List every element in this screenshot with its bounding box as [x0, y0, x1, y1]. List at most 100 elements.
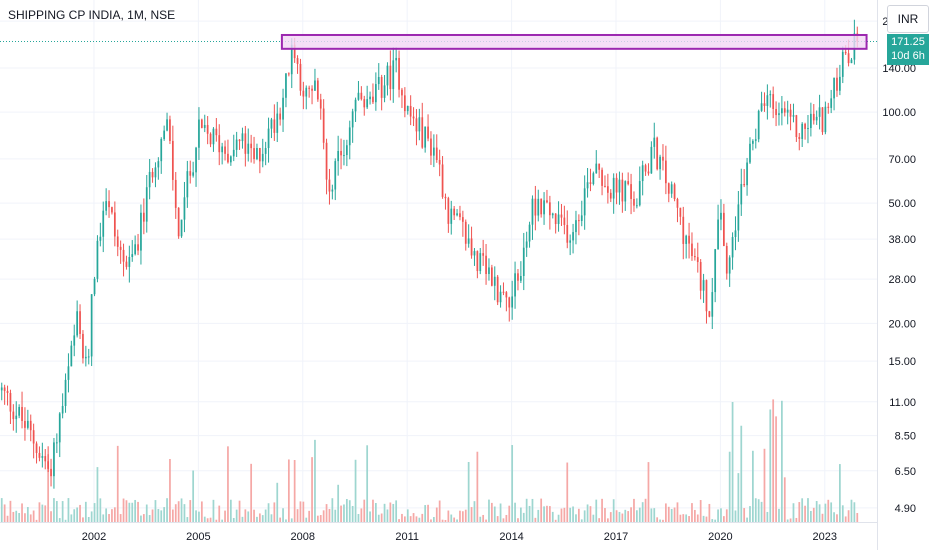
candle-body: [61, 405, 64, 414]
volume-bar: [810, 510, 812, 522]
candle-body: [314, 80, 316, 91]
resistance-zone-box[interactable]: [280, 33, 868, 50]
candle-body: [424, 126, 427, 148]
volume-bar: [380, 513, 383, 522]
candle-body: [496, 276, 499, 303]
candle-body: [325, 142, 328, 180]
time-tick-label: 2011: [395, 531, 419, 543]
candle-body: [421, 117, 424, 148]
price-tick-label: 70.00: [888, 154, 916, 166]
volume-bar: [519, 507, 522, 522]
candle-body: [676, 199, 679, 208]
volume-bar: [630, 507, 632, 522]
volume-bar: [708, 503, 711, 522]
volume-bar: [612, 499, 615, 522]
volume-bar: [32, 510, 35, 522]
time-axis[interactable]: 2002 2005 2008 2011 2014 2017 2020 2023: [82, 531, 837, 543]
volume-bar: [418, 517, 421, 522]
volume-bar: [461, 511, 464, 522]
candle-body: [528, 224, 531, 242]
candle-body: [847, 53, 850, 64]
candle-body: [522, 247, 525, 277]
volume-bar: [540, 498, 543, 522]
candle-body: [711, 292, 714, 317]
candle-body: [702, 280, 705, 291]
candle-body: [685, 235, 688, 244]
candle-body: [786, 109, 789, 113]
volume-bar: [836, 514, 838, 522]
volume-bar: [665, 503, 667, 522]
candle-body: [841, 51, 844, 77]
volume-bar: [807, 498, 809, 522]
candle-body: [247, 143, 250, 154]
candle-body: [250, 143, 253, 149]
volume-bar: [537, 509, 540, 522]
candle-body: [705, 280, 708, 312]
volume-bar: [26, 507, 29, 522]
volume-bar: [180, 498, 183, 522]
candle-body: [157, 161, 160, 168]
candle-body: [638, 181, 641, 206]
volume-bar: [496, 516, 499, 522]
candle-body: [111, 207, 113, 213]
candle-body: [215, 128, 218, 136]
candle-body: [134, 244, 137, 255]
candle-body: [493, 276, 496, 286]
volume-bar: [447, 510, 450, 522]
candle-body: [725, 245, 728, 274]
price-tick-label: 140.00: [882, 63, 916, 75]
volume-bar: [694, 509, 696, 522]
candle-body: [476, 251, 479, 272]
candle-body: [621, 179, 624, 202]
volume-bar: [293, 460, 296, 522]
volume-bar: [850, 499, 853, 522]
candle-body: [403, 95, 406, 112]
volume-bar: [479, 516, 482, 522]
volume-bar: [374, 503, 377, 522]
volume-bar: [476, 451, 479, 522]
candle-body: [316, 80, 319, 100]
volume-bar: [311, 457, 313, 522]
candle-body: [3, 387, 6, 391]
volume-bar: [482, 514, 485, 522]
candle-body: [174, 179, 177, 208]
volume-bar: [781, 400, 783, 522]
candle-body: [459, 213, 461, 218]
volume-bar: [505, 514, 508, 522]
symbol-title[interactable]: SHIPPING CP INDIA, 1M, NSE: [8, 8, 176, 22]
candle-body: [537, 198, 540, 216]
price-axis[interactable]: 4.90 6.50 8.50 11.00 15.00 20.00 28.00 38.00 50.…: [882, 16, 916, 515]
volume-bar: [157, 509, 160, 522]
volume-bar: [818, 504, 821, 522]
volume-bar: [737, 473, 740, 522]
volume-bar: [151, 509, 154, 522]
last-price-badge: 171.25 10d 6h: [887, 33, 929, 65]
volume-bar: [435, 507, 438, 522]
volume-bar: [705, 516, 708, 522]
volume-bar: [662, 519, 664, 522]
candle-body: [511, 296, 514, 308]
candle-body: [827, 106, 830, 108]
volume-bar: [337, 484, 340, 522]
volume-bar: [427, 504, 429, 522]
volume-bar: [560, 508, 563, 522]
candle-body: [99, 236, 102, 241]
candle-body: [351, 111, 354, 128]
candle-body: [389, 65, 392, 90]
candle-body: [354, 99, 357, 112]
volume-bar: [41, 504, 44, 522]
volume-bar: [653, 508, 656, 522]
candle-body: [644, 165, 647, 172]
volume-bar: [224, 510, 226, 522]
candle-body: [778, 113, 780, 116]
candle-body: [502, 291, 505, 293]
candle-body: [482, 253, 485, 256]
currency-selector[interactable]: INR: [887, 5, 929, 33]
volume-bar: [667, 506, 670, 522]
volume-bar: [105, 508, 108, 522]
volume-bar: [438, 500, 441, 522]
candle-body: [708, 311, 711, 317]
volume-bar: [554, 519, 557, 522]
volume-bar: [253, 509, 255, 522]
